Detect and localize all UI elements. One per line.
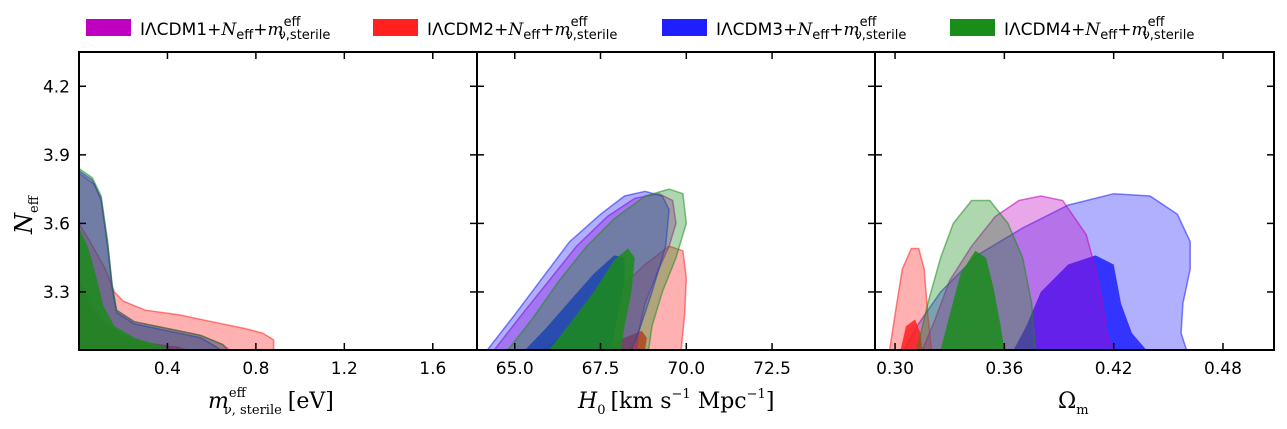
contour-om-iλcdm2-2sigma — [888, 247, 933, 350]
x-tick-label-h0-2: 70.0 — [667, 359, 705, 379]
x-tick-label-om-1: 0.36 — [985, 359, 1023, 379]
x-tick-label-om-3: 0.48 — [1204, 359, 1242, 379]
contour-om-iλcdm4-1sigma — [940, 250, 1005, 350]
x-tick-label-om-0: 0.30 — [876, 359, 914, 379]
panel-mnu-frame — [78, 51, 478, 351]
y-tick-label-3: 4.2 — [43, 77, 70, 97]
panel-om-contours — [888, 192, 1191, 350]
contour-om-iλcdm2-1sigma — [900, 319, 923, 350]
legend-label-1: IΛCDM1+Neff+meff ν,sterile — [140, 15, 330, 43]
contour-h0-iλcdm4-1sigma — [549, 248, 635, 350]
y-tick-label-1: 3.6 — [43, 214, 70, 234]
y-tick-label-2: 3.9 — [43, 146, 70, 166]
legend-swatch-2 — [373, 19, 418, 36]
legend-swatch-4 — [950, 19, 995, 36]
x-tick-label-h0-3: 72.5 — [753, 359, 791, 379]
contour-mnu-iλcdm2-2sigma — [79, 221, 275, 350]
legend-swatch-3 — [662, 19, 707, 36]
legend-swatch-1 — [86, 19, 131, 36]
legend-item-4: IΛCDM4+Neff+meff ν,sterile — [950, 15, 1194, 43]
y-axis-label: Neff — [10, 194, 42, 235]
panel-h0-contours — [486, 188, 688, 350]
legend: IΛCDM1+Neff+meff ν,sterile IΛCDM2+Neff+me… — [86, 15, 1194, 43]
axis-ticks: 0.4 0.8 1.2 1.6 65.0 67.5 70.0 72.5 0.30 0.36 0.42… — [43, 52, 1274, 379]
legend-label-3: IΛCDM3+Neff+meff ν,sterile — [716, 15, 906, 43]
x-tick-label-mnu-3: 1.6 — [419, 359, 446, 379]
panel-om-frame — [874, 51, 1275, 351]
legend-item-1: IΛCDM1+Neff+meff ν,sterile — [86, 15, 330, 43]
x-axis-label-om: Ωm — [1058, 389, 1089, 418]
x-tick-label-h0-0: 65.0 — [496, 359, 534, 379]
legend-label-2: IΛCDM2+Neff+meff ν,sterile — [427, 15, 617, 43]
x-tick-label-mnu-0: 0.4 — [154, 359, 181, 379]
x-tick-label-om-2: 0.42 — [1095, 359, 1133, 379]
y-tick-label-0: 3.3 — [43, 283, 70, 303]
contour-mnu-iλcdm4-1sigma — [79, 228, 172, 350]
legend-item-2: IΛCDM2+Neff+meff ν,sterile — [373, 15, 617, 43]
legend-label-4: IΛCDM4+Neff+meff ν,sterile — [1004, 15, 1194, 43]
panel-mnu-contours — [79, 167, 275, 350]
contour-h0-iλcdm1-2sigma — [493, 192, 677, 350]
x-tick-label-mnu-2: 1.2 — [331, 359, 358, 379]
x-tick-label-h0-1: 67.5 — [582, 359, 620, 379]
x-axis-label-h0: H0 [km s−1 Mpc−1] — [577, 387, 774, 418]
contour-om-iλcdm3-1sigma — [1013, 255, 1147, 350]
x-axis-label-mnu: meff ν, sterile [eV] — [208, 386, 334, 418]
contour-h0-iλcdm4-2sigma — [506, 188, 688, 350]
legend-item-3: IΛCDM3+Neff+meff ν,sterile — [662, 15, 906, 43]
x-tick-label-mnu-1: 0.8 — [242, 359, 269, 379]
